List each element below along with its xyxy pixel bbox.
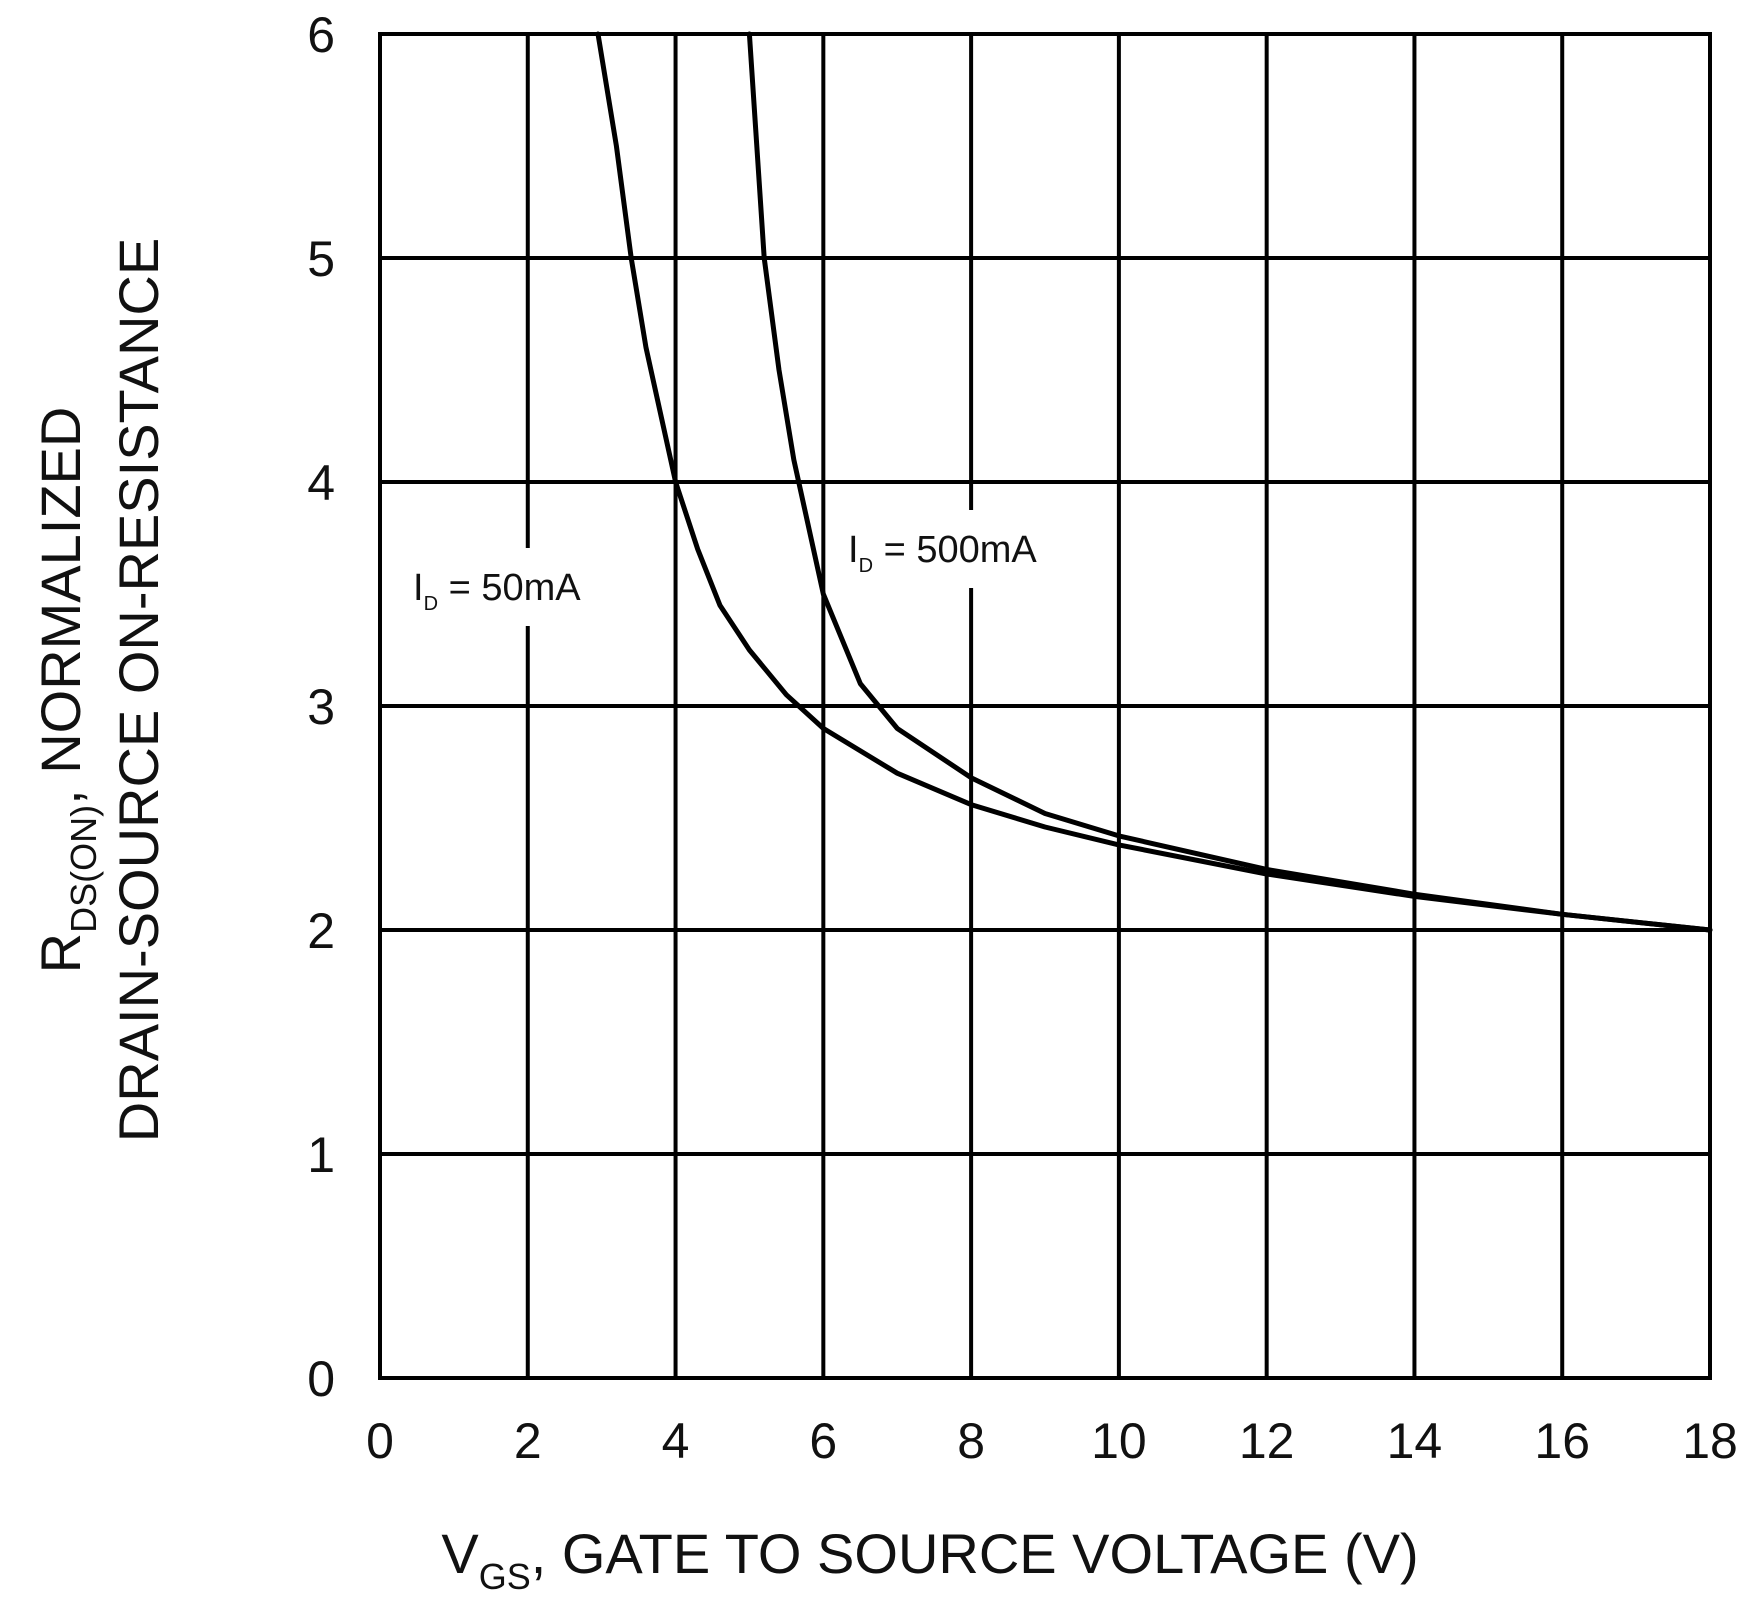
y-axis-title-line1: RDS(ON), NORMALIZED [29,407,104,974]
series-layer [595,31,1713,933]
y-tick-label: 0 [307,1351,335,1407]
y-tick-label: 1 [307,1127,335,1183]
curve-label-2: ID = 500mA [848,529,1037,577]
plot-frame [378,32,1712,1380]
x-tick-label: 6 [809,1413,837,1469]
x-tick-label: 16 [1534,1413,1590,1469]
y-axis-ticks: 0 1 2 3 4 5 6 [307,7,335,1407]
y-axis-title-line2: DRAIN-SOURCE ON-RESISTANCE [107,238,170,1142]
y-tick-label: 2 [307,903,335,959]
x-axis-ticks: 0 2 4 6 8 10 12 14 16 18 [366,1413,1738,1469]
y-axis-title: RDS(ON), NORMALIZED DRAIN-SOURCE ON-RESI… [29,238,170,1142]
y-tick-label: 4 [307,455,335,511]
curve-label-1: ID = 50mA [413,567,581,615]
x-tick-label: 0 [366,1413,394,1469]
x-tick-label: 4 [662,1413,690,1469]
series-line-1 [595,31,1713,933]
grid [378,32,1712,1380]
x-tick-label: 2 [514,1413,542,1469]
x-tick-label: 10 [1091,1413,1147,1469]
curve-label-bg [830,510,1098,588]
series-line-2 [746,31,1713,933]
x-tick-label: 18 [1682,1413,1738,1469]
x-axis-title: VGS, GATE TO SOURCE VOLTAGE (V) [441,1522,1418,1597]
x-tick-label: 8 [957,1413,985,1469]
x-tick-label: 14 [1387,1413,1443,1469]
x-tick-label: 12 [1239,1413,1295,1469]
y-tick-label: 3 [307,679,335,735]
curve-label-bg [395,548,645,626]
y-tick-label: 6 [307,7,335,63]
y-tick-label: 5 [307,231,335,287]
curve-labels: ID = 50mA ID = 500mA [395,510,1098,626]
